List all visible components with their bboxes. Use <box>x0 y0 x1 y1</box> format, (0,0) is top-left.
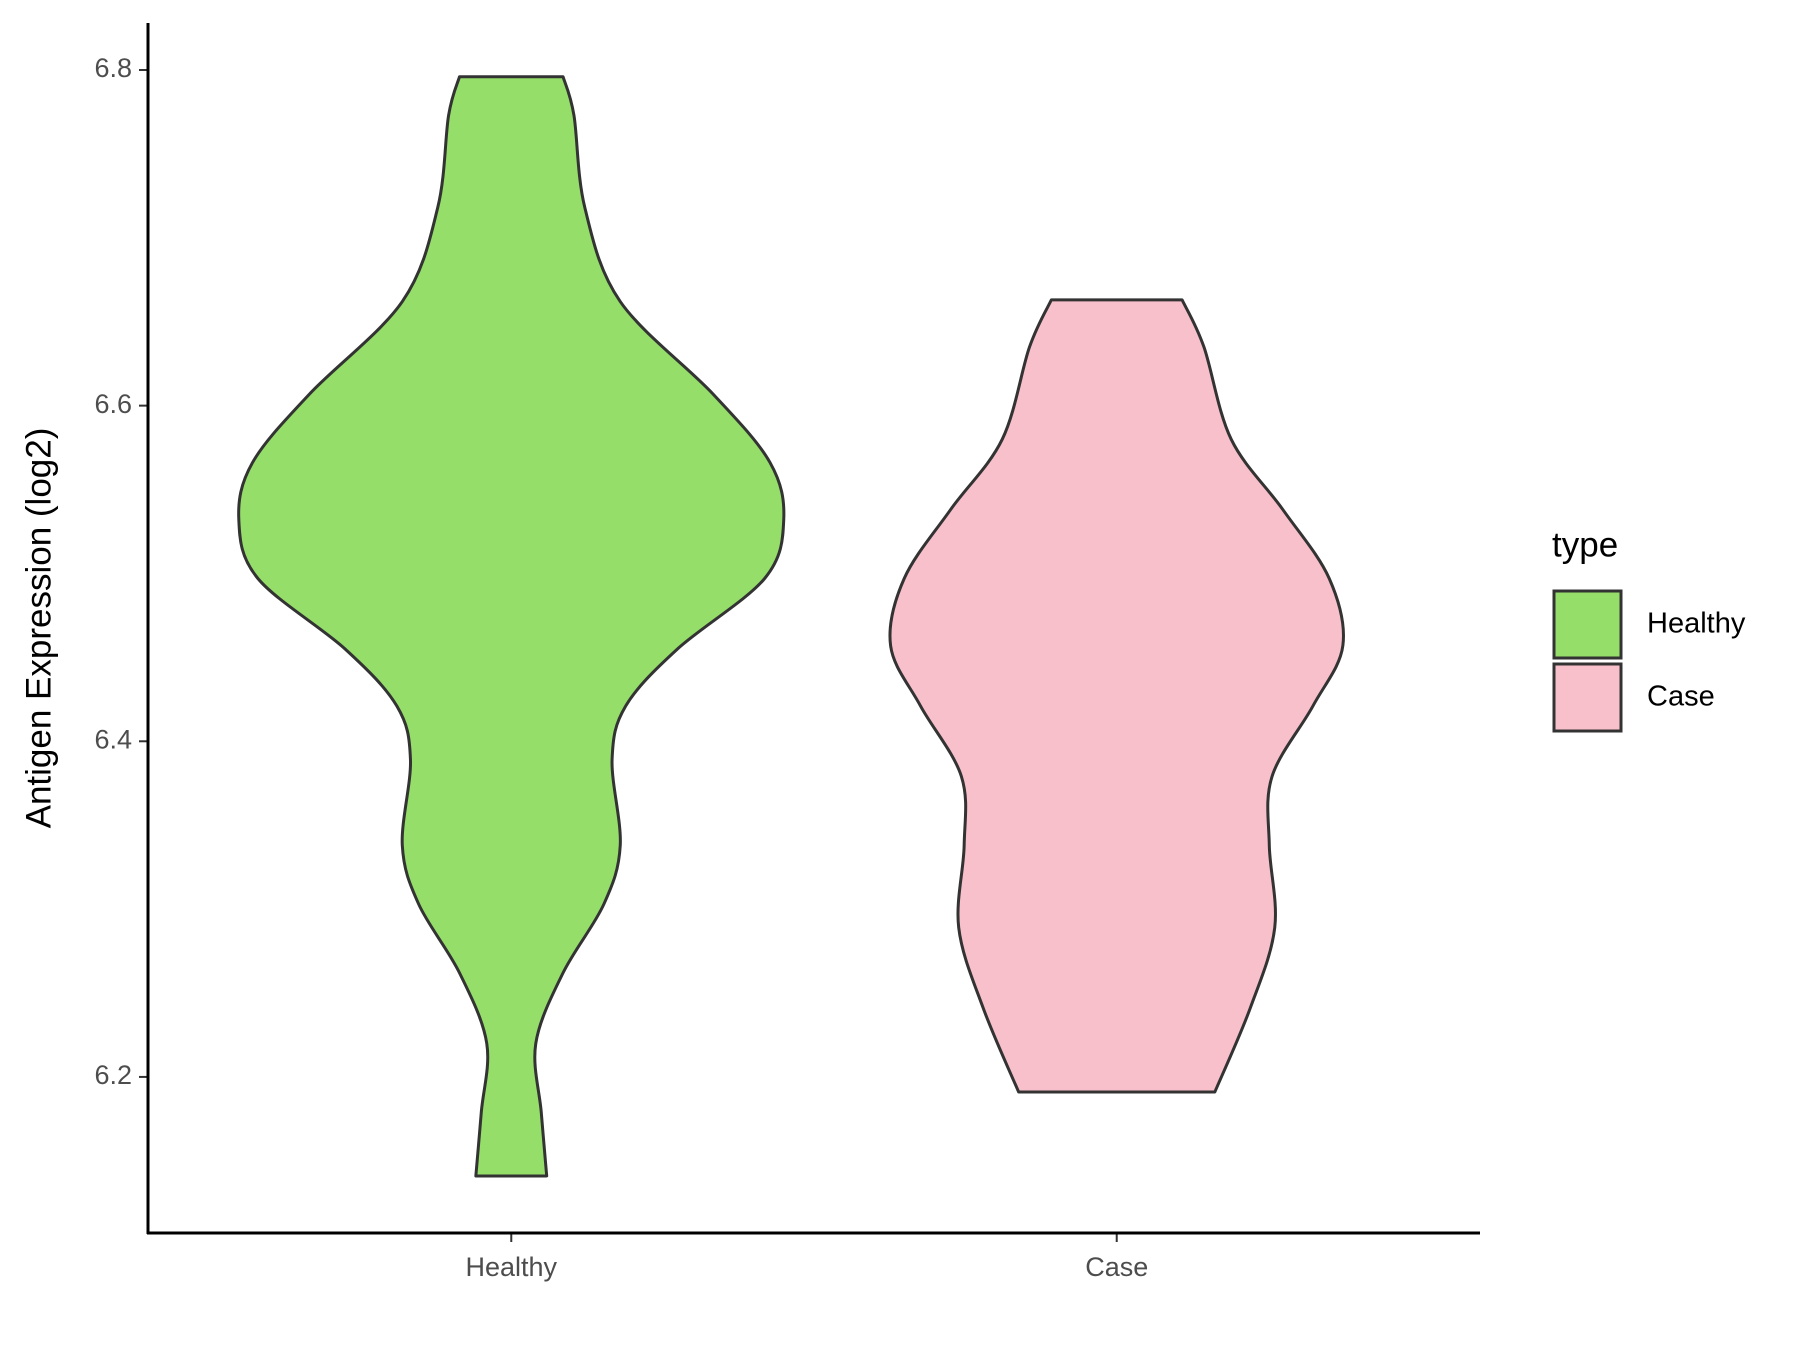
y-tick-label: 6.2 <box>94 1060 132 1090</box>
x-tick-label: Healthy <box>465 1252 557 1282</box>
y-tick-label: 6.4 <box>94 724 132 754</box>
legend-label: Healthy <box>1647 608 1746 640</box>
violin <box>888 298 1345 1094</box>
legend-key <box>1552 589 1623 660</box>
legend-title: type <box>1552 525 1618 564</box>
legend-label: Case <box>1647 681 1715 713</box>
y-tick-label: 6.8 <box>94 53 132 83</box>
legend-key <box>1552 662 1623 733</box>
violin <box>237 75 786 1178</box>
x-tick-label: Case <box>1085 1252 1148 1282</box>
y-axis-title: Antigen Expression (log2) <box>19 428 58 829</box>
y-tick-label: 6.6 <box>94 389 132 419</box>
